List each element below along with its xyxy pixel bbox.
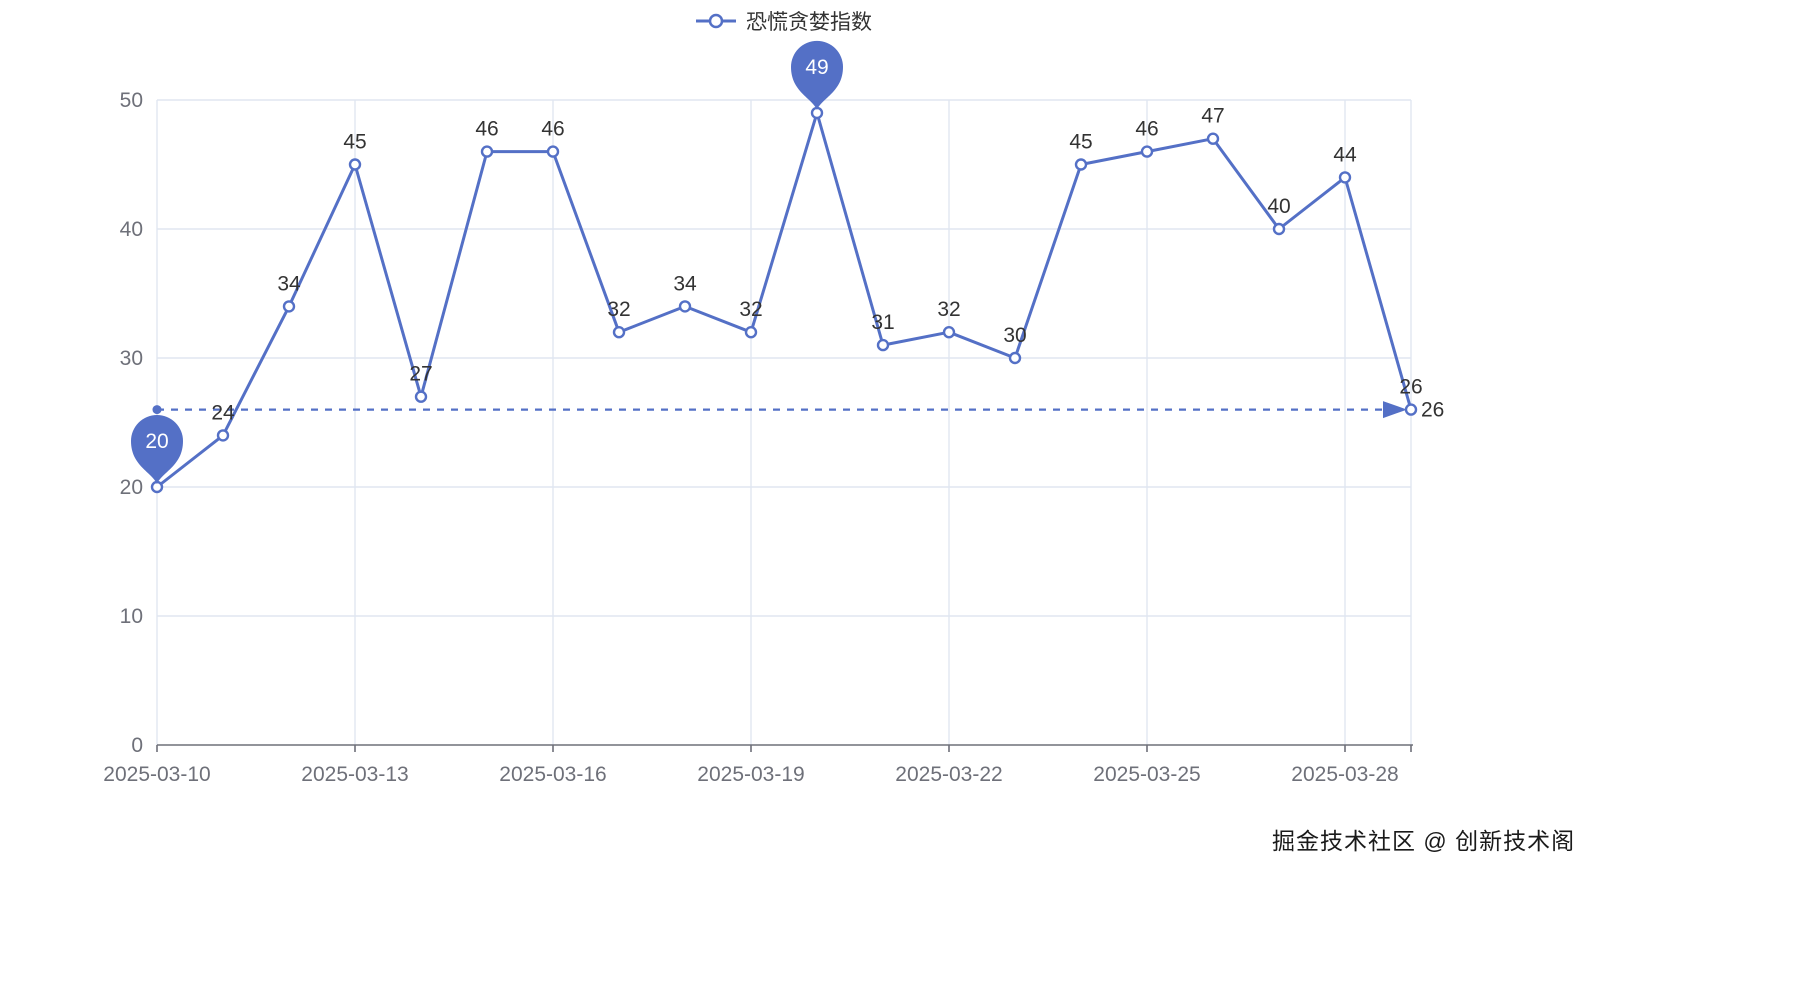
- svg-text:45: 45: [343, 131, 366, 154]
- svg-text:2025-03-16: 2025-03-16: [499, 763, 606, 786]
- svg-text:40: 40: [1267, 195, 1290, 218]
- data-point[interactable]: [282, 300, 296, 313]
- data-point[interactable]: [678, 300, 692, 313]
- svg-text:2025-03-25: 2025-03-25: [1093, 763, 1200, 786]
- svg-text:32: 32: [937, 298, 960, 321]
- x-axis-labels: 2025-03-10 2025-03-13 2025-03-16 2025-03-19…: [103, 763, 1398, 786]
- svg-text:46: 46: [475, 118, 498, 141]
- data-point[interactable]: [1140, 145, 1154, 158]
- svg-text:44: 44: [1333, 143, 1357, 166]
- data-point[interactable]: [612, 326, 626, 339]
- pin-value-label: 20: [145, 430, 168, 453]
- svg-text:24: 24: [211, 401, 235, 424]
- data-point[interactable]: [744, 326, 758, 339]
- grid-lines: [156, 99, 1412, 745]
- svg-text:20: 20: [120, 476, 143, 499]
- svg-text:30: 30: [1003, 324, 1026, 347]
- svg-text:50: 50: [120, 89, 143, 112]
- legend-label: 恐慌贪婪指数: [746, 11, 872, 34]
- svg-text:2025-03-19: 2025-03-19: [697, 763, 804, 786]
- svg-text:2025-03-28: 2025-03-28: [1291, 763, 1398, 786]
- data-point[interactable]: [546, 145, 560, 158]
- data-point-markers[interactable]: [150, 106, 1418, 494]
- markline-label: 26: [1421, 399, 1444, 422]
- svg-text:10: 10: [120, 605, 143, 628]
- data-point[interactable]: [1206, 132, 1220, 145]
- data-point[interactable]: [1074, 158, 1088, 171]
- svg-text:26: 26: [1399, 376, 1422, 399]
- svg-text:34: 34: [673, 272, 697, 295]
- watermark-text: 掘金技术社区 @ 创新技术阁: [1272, 828, 1576, 854]
- legend-item-series[interactable]: 恐慌贪婪指数: [695, 6, 872, 36]
- svg-text:2025-03-22: 2025-03-22: [895, 763, 1002, 786]
- svg-text:32: 32: [739, 298, 762, 321]
- pin-value-label: 49: [805, 56, 828, 79]
- svg-text:46: 46: [1135, 118, 1158, 141]
- data-point[interactable]: [1404, 403, 1418, 416]
- markline-latest-value: 26: [152, 399, 1444, 422]
- legend-line-icon: [696, 13, 736, 29]
- svg-text:2025-03-13: 2025-03-13: [301, 763, 408, 786]
- svg-text:31: 31: [871, 311, 894, 334]
- svg-text:32: 32: [607, 298, 630, 321]
- svg-text:27: 27: [409, 363, 432, 386]
- series-line: [156, 111, 1413, 489]
- x-axis: [156, 744, 1413, 752]
- data-point[interactable]: [480, 145, 494, 158]
- svg-text:46: 46: [541, 118, 564, 141]
- data-point[interactable]: [1272, 222, 1286, 236]
- svg-text:47: 47: [1201, 105, 1224, 128]
- min-pin-marker[interactable]: 20: [131, 415, 183, 484]
- svg-text:0: 0: [131, 734, 143, 757]
- svg-text:40: 40: [120, 218, 143, 241]
- svg-text:34: 34: [277, 272, 301, 295]
- data-point[interactable]: [216, 429, 230, 442]
- data-labels: 24 34 45 27 46 46 32 34 32 31 32 30 45 46 47 40 44 26: [211, 105, 1422, 425]
- svg-text:30: 30: [120, 347, 143, 370]
- svg-text:2025-03-10: 2025-03-10: [103, 763, 210, 786]
- y-axis-labels: 0 10 20 30 40 50: [120, 89, 143, 757]
- data-point[interactable]: [414, 390, 428, 403]
- data-point[interactable]: [1338, 171, 1352, 184]
- svg-text:45: 45: [1069, 131, 1092, 154]
- data-point[interactable]: [348, 158, 362, 171]
- data-point[interactable]: [942, 326, 956, 339]
- data-point[interactable]: [1008, 351, 1022, 365]
- data-point[interactable]: [876, 338, 890, 352]
- max-pin-marker[interactable]: 49: [791, 40, 843, 110]
